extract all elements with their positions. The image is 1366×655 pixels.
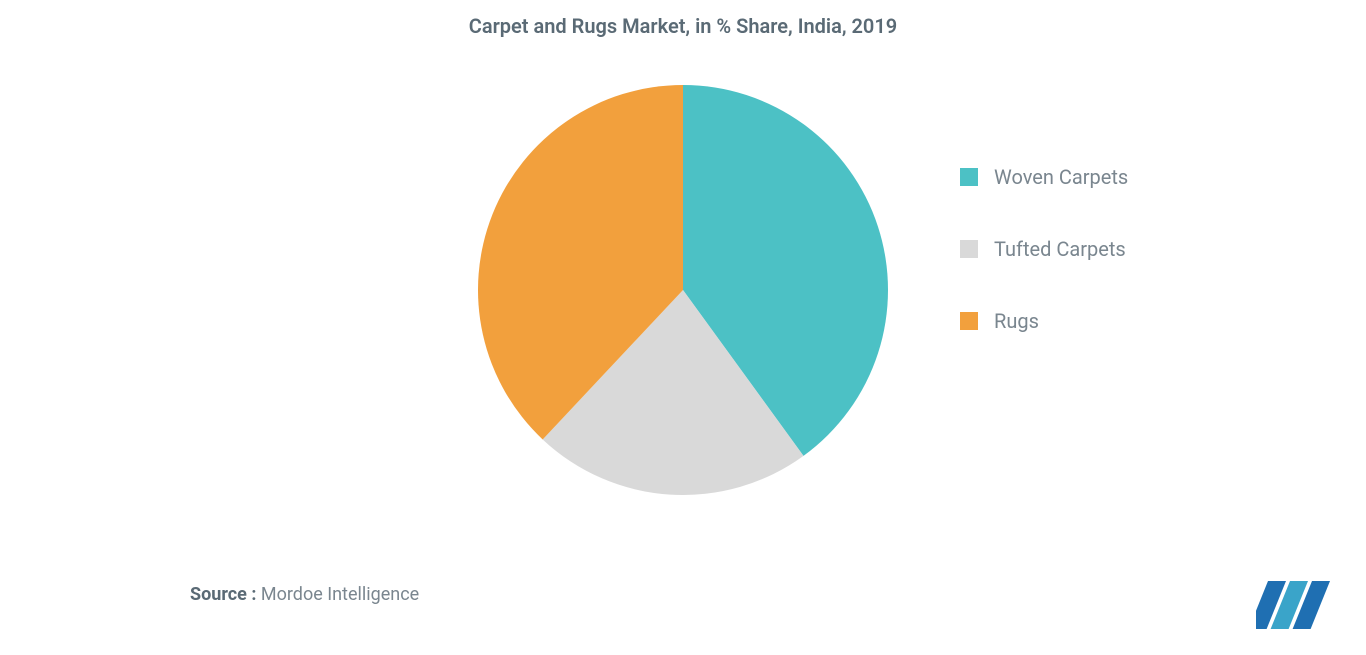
pie-chart (478, 85, 888, 499)
legend-label: Rugs (994, 309, 1039, 333)
legend-item: Rugs (960, 309, 1128, 333)
source-text: Mordoe Intelligence (261, 584, 419, 605)
source-label: Source : (190, 584, 256, 605)
brand-logo-icon (1256, 581, 1334, 629)
legend-item: Tufted Carpets (960, 237, 1128, 261)
chart-title: Carpet and Rugs Market, in % Share, Indi… (0, 14, 1366, 38)
source-attribution: Source : Mordoe Intelligence (190, 584, 419, 605)
legend-swatch (960, 240, 978, 258)
legend-item: Woven Carpets (960, 165, 1128, 189)
chart-legend: Woven Carpets Tufted Carpets Rugs (960, 165, 1128, 333)
legend-swatch (960, 312, 978, 330)
legend-swatch (960, 168, 978, 186)
legend-label: Tufted Carpets (994, 237, 1126, 261)
legend-label: Woven Carpets (994, 165, 1128, 189)
